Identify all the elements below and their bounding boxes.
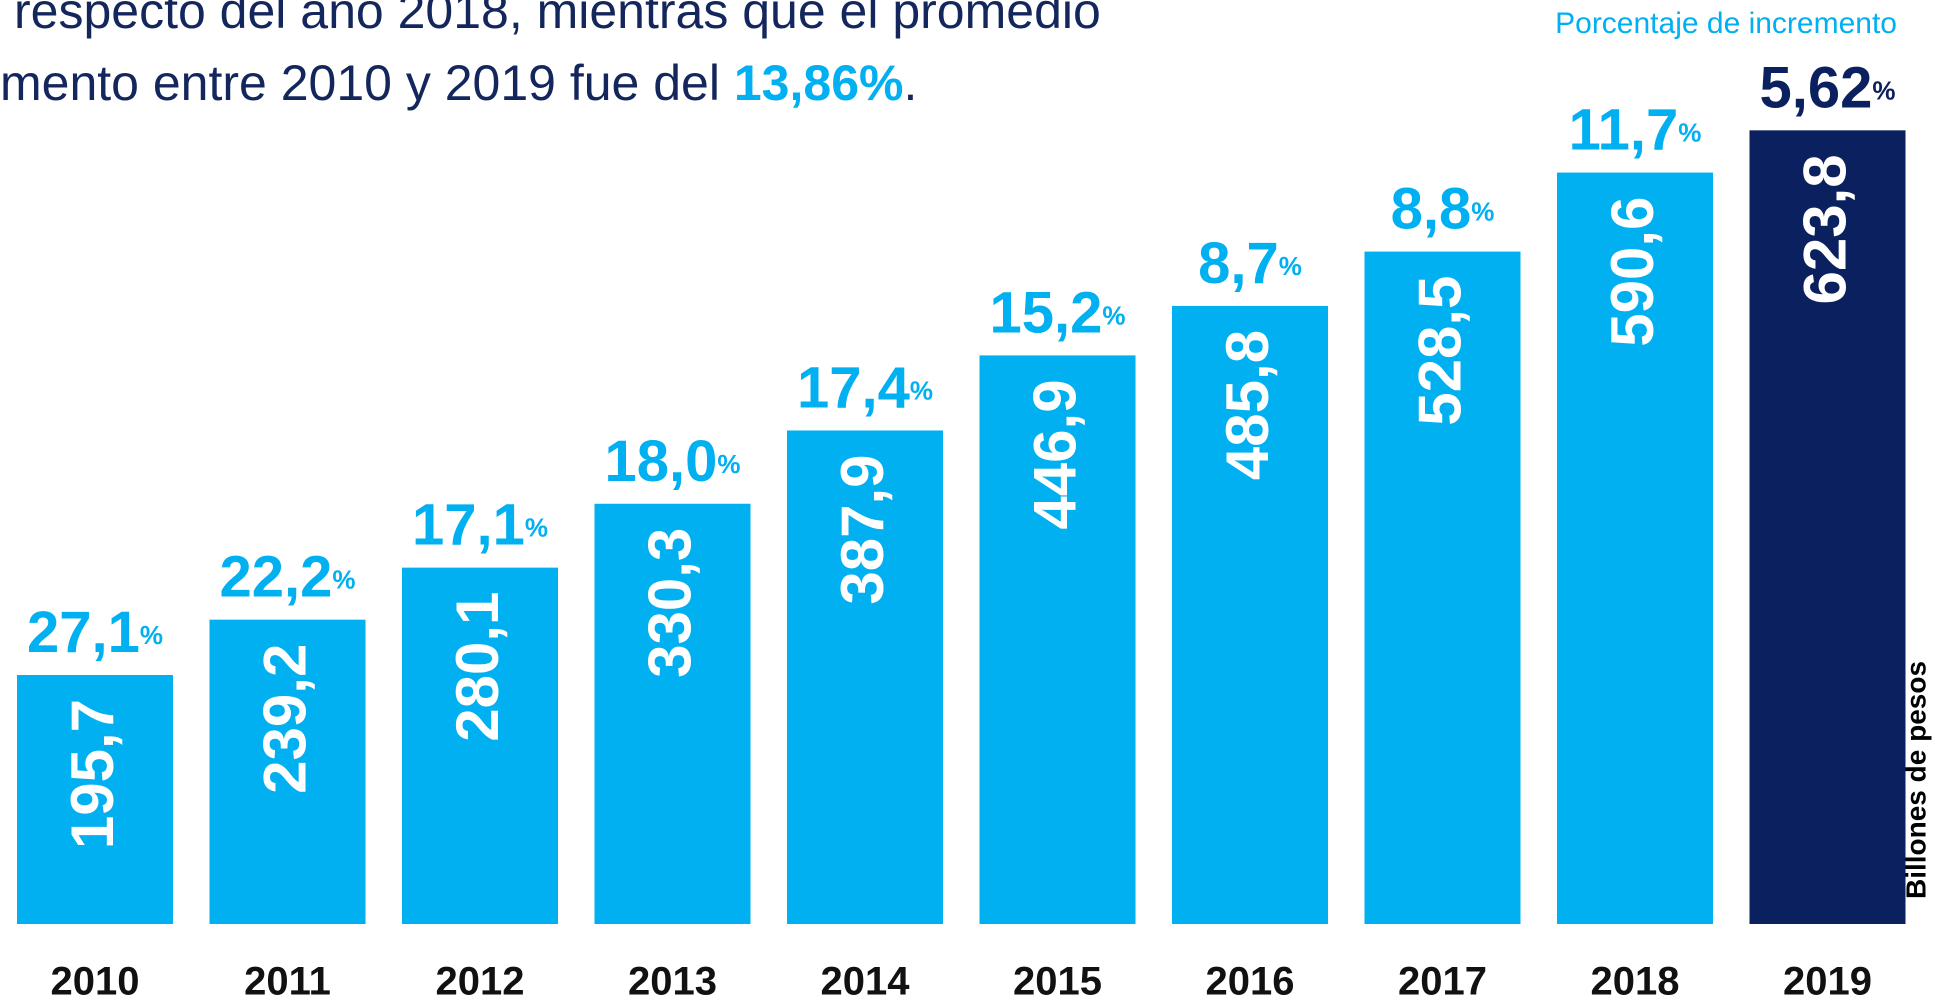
growth-value: 8,7 xyxy=(1198,231,1279,296)
value-label: 195,7 xyxy=(59,699,126,849)
bar xyxy=(594,503,751,924)
heading-line: mento entre 2010 y 2019 fue del 13,86%. xyxy=(0,55,917,111)
x-tick-label: 2013 xyxy=(628,960,717,1001)
growth-unit: % xyxy=(1471,196,1494,226)
bar xyxy=(1749,130,1906,924)
growth-unit: % xyxy=(717,449,740,479)
value-label: 590,6 xyxy=(1599,197,1666,347)
heading-part: respecto del año 2018, mientras que el p… xyxy=(14,0,1101,39)
growth-value: 27,1 xyxy=(27,600,140,665)
growth-value: 17,1 xyxy=(412,493,525,558)
growth-value: 11,7 xyxy=(1569,98,1679,163)
value-label: 485,8 xyxy=(1214,330,1281,480)
heading-part: mento entre 2010 y 2019 fue del xyxy=(0,55,734,111)
growth-label: 8,7% xyxy=(1198,231,1302,296)
bar xyxy=(1364,251,1521,924)
bar xyxy=(1557,172,1713,924)
growth-value: 8,8 xyxy=(1391,177,1472,242)
x-tick-label: 2014 xyxy=(821,960,911,1001)
heading-line: respecto del año 2018, mientras que el p… xyxy=(14,0,1101,39)
x-tick-label: 2012 xyxy=(436,960,525,1001)
growth-unit: % xyxy=(1678,117,1701,147)
growth-label: 22,2% xyxy=(219,545,355,610)
bar xyxy=(1172,305,1328,924)
growth-unit: % xyxy=(140,620,163,650)
value-label: 280,1 xyxy=(444,592,511,742)
value-label: 239,2 xyxy=(251,644,318,794)
growth-label: 17,4% xyxy=(797,356,933,421)
bar xyxy=(209,619,366,924)
growth-label: 11,7% xyxy=(1569,98,1702,163)
x-tick-label: 2016 xyxy=(1206,960,1295,1001)
y-axis-label: Billones de pesos xyxy=(1900,661,1931,899)
growth-unit: % xyxy=(525,513,548,543)
bar xyxy=(787,430,943,924)
heading-part: 13,86% xyxy=(734,55,904,111)
growth-label: 15,2% xyxy=(989,281,1125,346)
x-tick-label: 2019 xyxy=(1783,960,1872,1001)
growth-label: 18,0% xyxy=(604,429,740,494)
growth-label: 8,8% xyxy=(1391,177,1495,242)
growth-label: 27,1% xyxy=(27,600,163,665)
value-label: 330,3 xyxy=(636,528,703,678)
growth-label: 17,1% xyxy=(412,493,548,558)
bar xyxy=(402,567,558,924)
growth-label: 5,62% xyxy=(1759,56,1895,121)
x-tick-label: 2010 xyxy=(51,960,140,1001)
value-label: 623,8 xyxy=(1791,154,1858,304)
growth-value: 17,4 xyxy=(797,356,910,421)
growth-unit: % xyxy=(1102,300,1125,330)
x-tick-label: 2017 xyxy=(1398,960,1487,1001)
x-tick-label: 2015 xyxy=(1013,960,1102,1001)
bar xyxy=(979,355,1136,924)
heading-part: . xyxy=(903,55,917,111)
growth-unit: % xyxy=(332,565,355,595)
growth-value: 15,2 xyxy=(989,281,1102,346)
growth-value: 22,2 xyxy=(219,545,332,610)
growth-unit: % xyxy=(1872,75,1895,105)
legend-note: Porcentaje de incremento xyxy=(1555,7,1897,40)
growth-value: 18,0 xyxy=(604,429,717,494)
growth-value: 5,62 xyxy=(1759,56,1872,121)
value-label: 528,5 xyxy=(1406,276,1473,426)
bar xyxy=(17,675,173,924)
x-tick-label: 2018 xyxy=(1591,960,1680,1001)
growth-unit: % xyxy=(1279,251,1302,281)
value-label: 446,9 xyxy=(1021,379,1088,529)
growth-unit: % xyxy=(910,375,933,405)
x-tick-label: 2011 xyxy=(244,960,331,1001)
value-label: 387,9 xyxy=(829,454,896,604)
